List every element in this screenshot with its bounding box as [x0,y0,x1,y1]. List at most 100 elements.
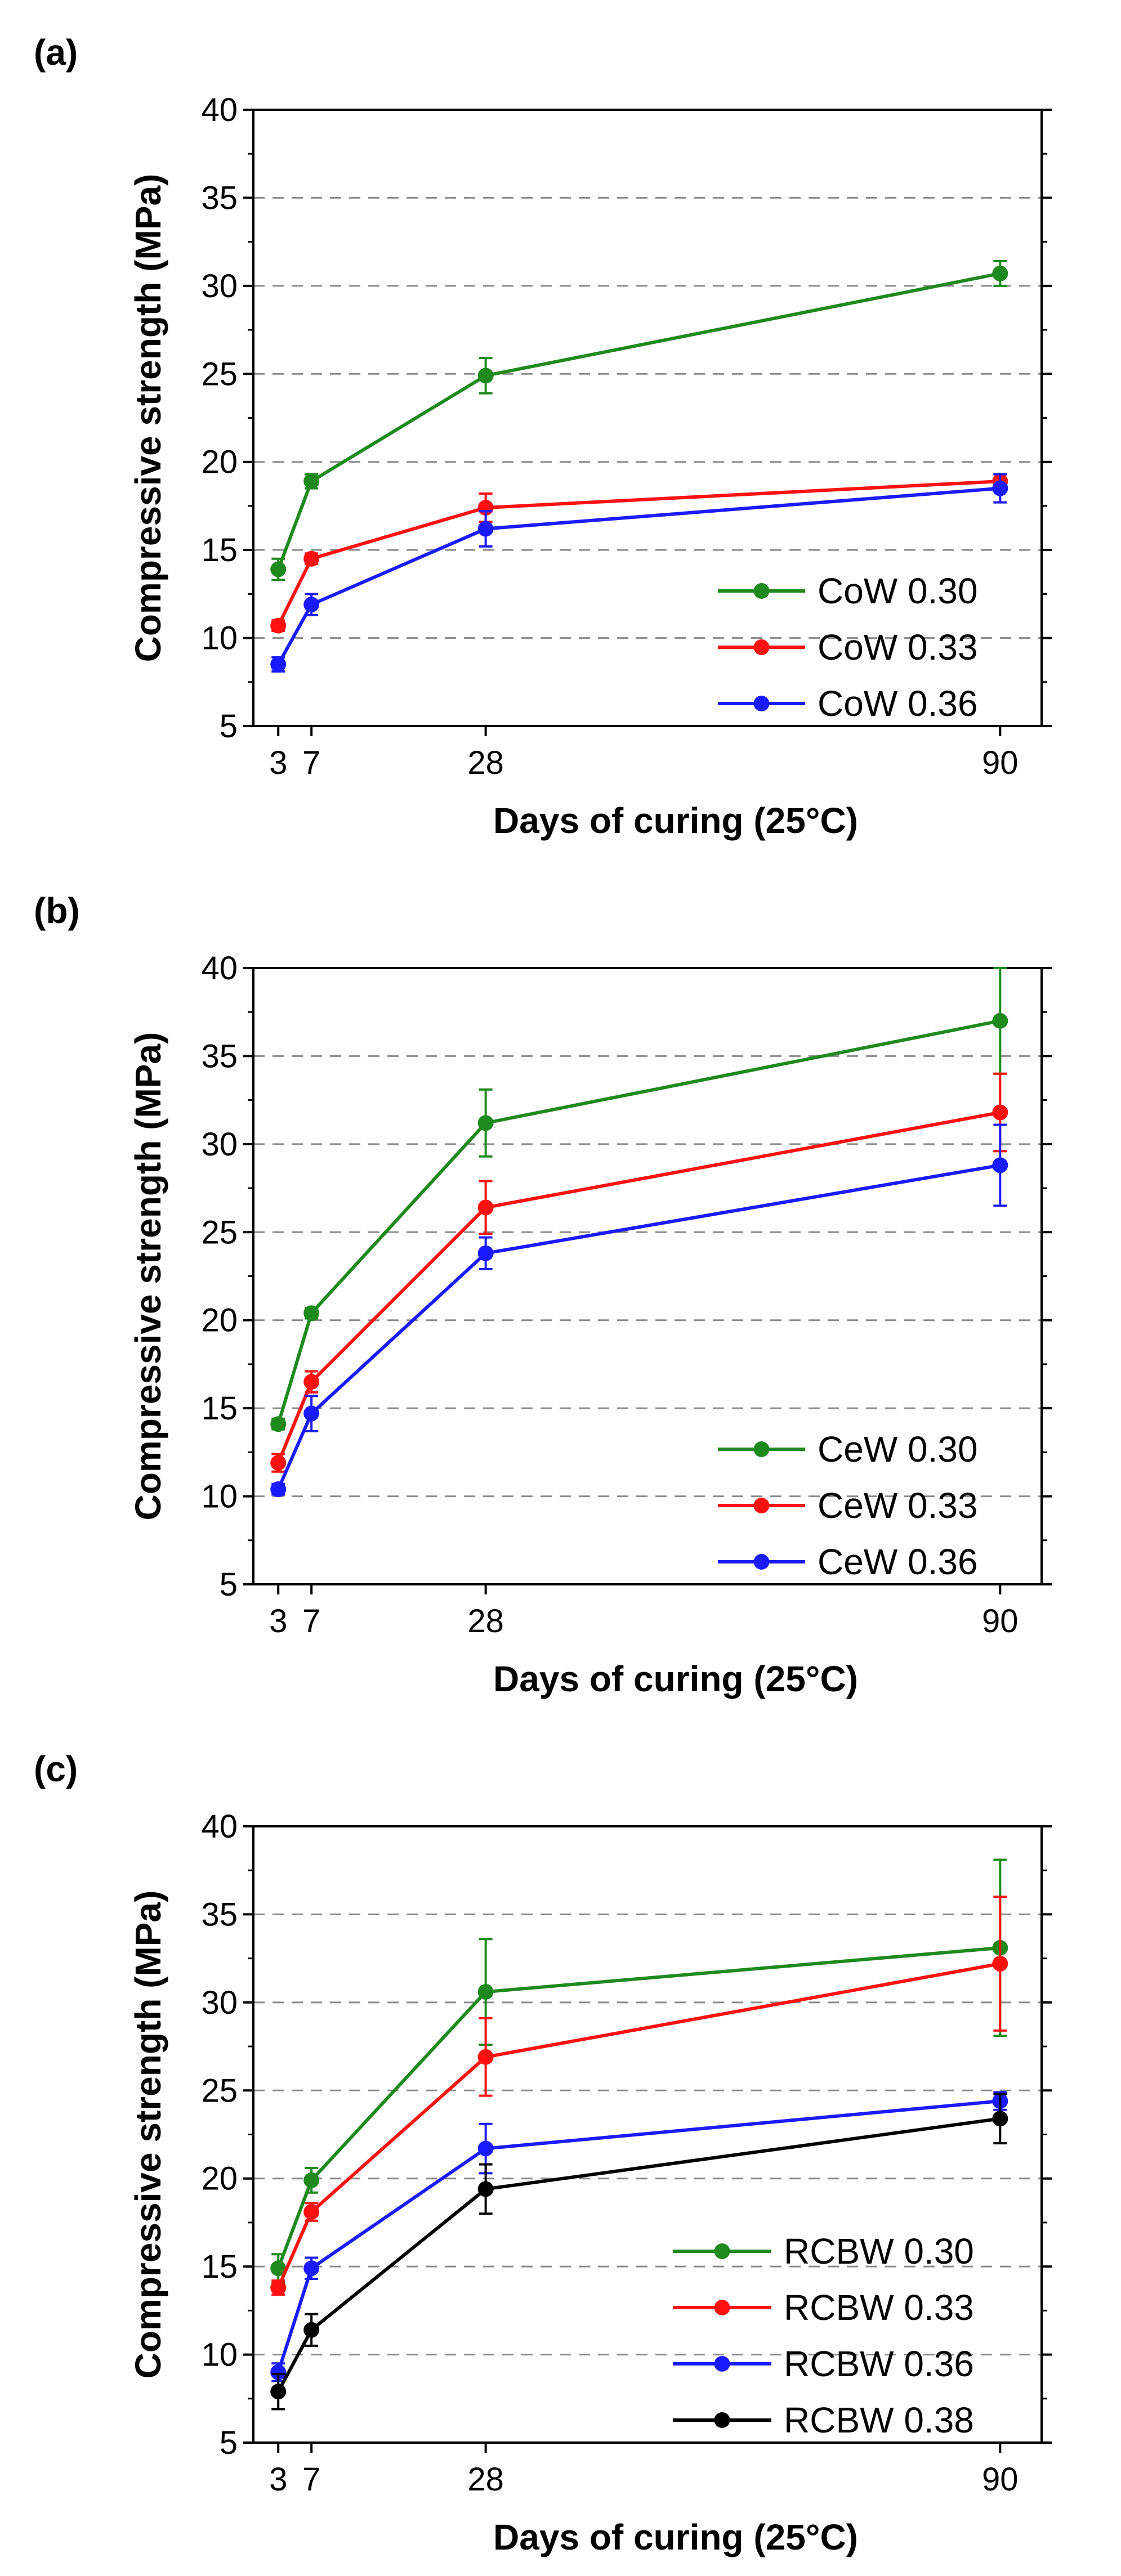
y-tick-label: 10 [201,620,238,657]
legend-label: CeW 0.33 [818,1485,978,1526]
data-point [477,1199,494,1216]
data-point [303,2322,320,2338]
legend-item-2: CoW 0.33 [718,627,978,667]
y-tick-label: 20 [201,1302,238,1339]
data-point [992,1104,1008,1121]
y-tick-label: 15 [201,532,238,568]
legend-swatch-marker [753,1498,770,1513]
data-point [270,617,287,634]
data-point [270,1416,287,1432]
legend-swatch-marker [714,2300,730,2315]
legend-swatch-marker [753,1554,770,1570]
data-point [303,597,320,613]
data-point [992,265,1008,281]
legend-item-3: RCBW 0.36 [673,2344,974,2384]
data-point [303,473,320,490]
y-tick-label: 10 [201,2337,238,2373]
x-tick-label: 3 [269,745,287,781]
y-axis-title: Compressive strength (MPa) [128,1890,168,2379]
y-tick-label: 40 [201,92,238,128]
data-point [303,1374,320,1390]
x-tick-label: 90 [982,2461,1019,2498]
data-point [477,2181,494,2197]
panel-label: (b) [34,890,80,931]
data-point [303,2260,320,2277]
legend-label: RCBW 0.33 [784,2287,974,2328]
y-tick-label: 40 [201,1808,238,1845]
y-tick-label: 30 [201,1984,238,2021]
legend-label: CoW 0.30 [818,571,978,611]
series-line [276,2117,1001,2393]
legend-label: RCBW 0.38 [784,2400,974,2440]
legend-swatch-marker [714,2412,730,2428]
series-1 [270,260,1008,581]
legend-swatch-marker [753,639,770,655]
data-point [270,561,287,577]
chart-panel-2: (b) 5 10 15 20 25 30 35 40 3 7 28 90 Days of curing (… [34,890,1052,1699]
data-point [303,1305,320,1321]
x-tick-label: 90 [982,1603,1019,1639]
x-tick-label: 7 [302,2461,320,2498]
data-point [270,2260,287,2277]
y-tick-label: 40 [201,950,238,987]
legend-label: CeW 0.30 [818,1429,978,1470]
legend-label: CoW 0.36 [818,683,978,724]
y-tick-label: 5 [220,2425,238,2461]
series-3 [270,1123,1008,1498]
y-tick-label: 35 [201,180,238,216]
x-axis-title: Days of curing (25°C) [493,2517,858,2557]
x-tick-label: 90 [982,745,1019,781]
series-line [276,2099,1001,2373]
series-2 [270,1896,1008,2296]
series-line [276,1163,1001,1490]
series-3 [270,2091,1008,2382]
y-tick-label: 25 [201,2072,238,2109]
legend-label: CoW 0.33 [818,627,978,667]
legend-item-2: CeW 0.33 [718,1485,978,1526]
data-point [477,1984,494,2000]
series-4 [270,2093,1008,2411]
chart-panel-3: (c) 5 10 15 20 25 30 35 40 3 7 28 90 Days of curing (… [34,1749,1052,2557]
legend-item-2: RCBW 0.33 [673,2287,974,2328]
data-point [992,1956,1008,1972]
data-point [270,2279,287,2296]
series-2 [270,473,1008,634]
legend-label: RCBW 0.36 [784,2344,974,2384]
data-point [992,1013,1008,1029]
series-3 [270,473,1008,673]
legend-item-4: RCBW 0.38 [673,2400,974,2440]
data-point [303,550,320,567]
legend-swatch-marker [753,696,770,711]
data-point [992,2111,1008,2127]
y-tick-label: 35 [201,1896,238,1933]
y-tick-label: 20 [201,2161,238,2197]
x-axis-title: Days of curing (25°C) [493,1659,858,1699]
x-tick-label: 28 [467,2461,504,2498]
x-tick-label: 3 [269,1603,287,1639]
panel-label: (a) [34,32,78,73]
data-point [992,1157,1008,1173]
y-tick-label: 15 [201,1390,238,1427]
y-tick-label: 25 [201,356,238,392]
data-point [270,2364,287,2380]
legend-swatch-marker [714,2356,730,2372]
series-line [276,1110,1001,1464]
chart-panel-1: (a) 5 10 15 20 25 30 35 40 3 7 28 90 Days of curing (… [34,32,1052,841]
legend-item-1: RCBW 0.30 [673,2231,974,2272]
x-tick-label: 7 [302,1603,320,1639]
series-line [276,486,1001,665]
y-tick-label: 5 [220,1566,238,1603]
data-point [992,480,1008,496]
data-point [303,2204,320,2220]
data-point [477,521,494,537]
legend-label: RCBW 0.30 [784,2231,974,2272]
y-tick-label: 35 [201,1038,238,1074]
legend-swatch-marker [753,1441,770,1457]
data-point [270,2384,287,2400]
data-point [270,1481,287,1498]
data-point [477,368,494,384]
legend-item-1: CoW 0.30 [718,571,978,611]
y-tick-label: 20 [201,444,238,481]
legend-item-3: CeW 0.36 [718,1542,978,1582]
